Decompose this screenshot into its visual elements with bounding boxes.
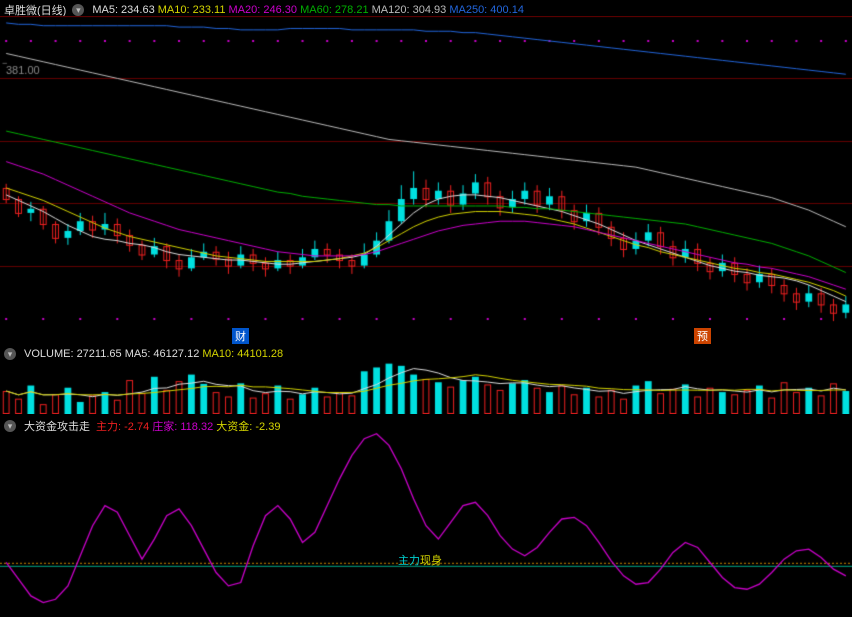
chevron-icon[interactable]: ▾ bbox=[72, 4, 84, 16]
volume-header: ▾ VOLUME: 27211.65 MA5: 46127.12 MA10: 4… bbox=[4, 348, 283, 360]
badge-cai[interactable]: 财 bbox=[232, 328, 249, 344]
price-chart[interactable] bbox=[0, 16, 852, 328]
chevron-icon[interactable]: ▾ bbox=[4, 348, 16, 360]
volume-metrics: VOLUME: 27211.65 MA5: 46127.12 MA10: 441… bbox=[24, 348, 283, 360]
badge-yu[interactable]: 预 bbox=[694, 328, 711, 344]
stock-chart-container: { "layout": { "width": 852, "height": 61… bbox=[0, 0, 852, 617]
center-label-b: 现身 bbox=[420, 555, 442, 567]
center-label-a: 主力 bbox=[398, 555, 420, 567]
chevron-icon[interactable]: ▾ bbox=[4, 420, 16, 432]
ma-metrics: MA5: 234.63 MA10: 233.11 MA20: 246.30 MA… bbox=[92, 4, 524, 16]
money-chart[interactable] bbox=[0, 432, 852, 616]
volume-chart[interactable] bbox=[0, 362, 852, 414]
center-label: 主力现身 bbox=[398, 552, 442, 568]
